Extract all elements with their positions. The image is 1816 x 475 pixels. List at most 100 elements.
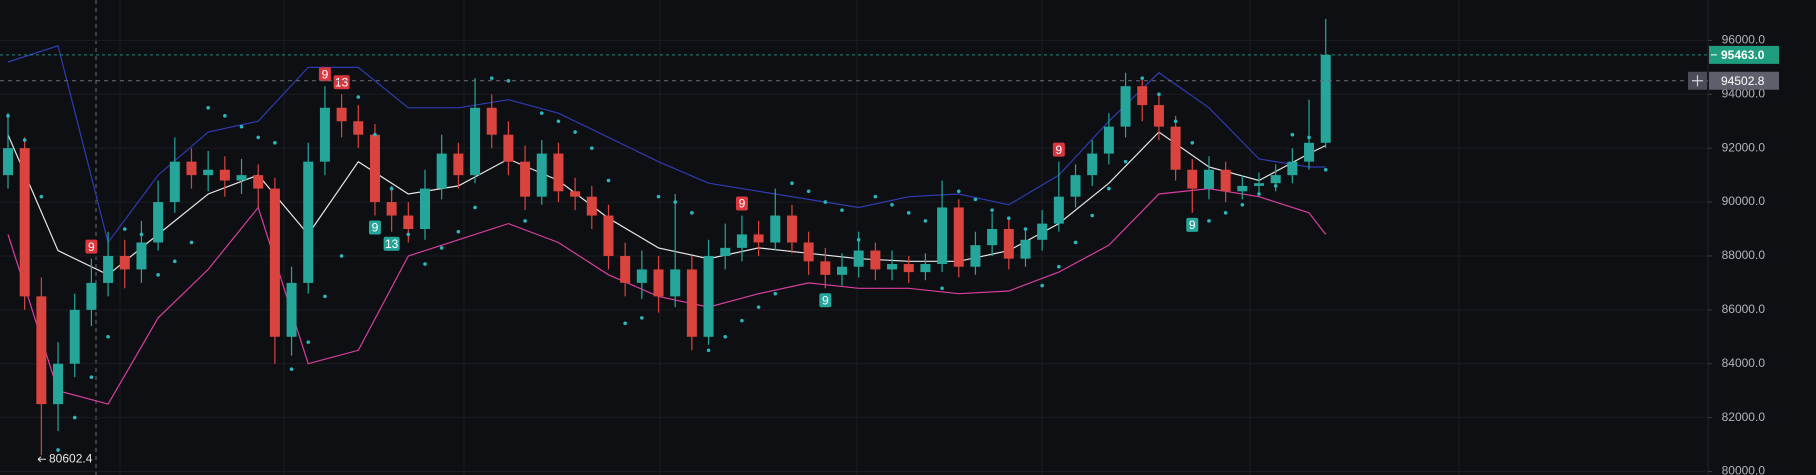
sar-dot <box>39 194 44 199</box>
candle-body <box>570 191 581 197</box>
y-tick-label: 86000.0 <box>1722 302 1766 316</box>
sar-dot <box>923 219 928 223</box>
td-badge <box>85 239 98 254</box>
candle-body <box>603 215 614 256</box>
sar-dot <box>1123 159 1128 164</box>
candle-body <box>53 363 64 405</box>
candle-body <box>753 234 764 243</box>
sar-dot <box>740 318 744 323</box>
y-tick-label: 94000.0 <box>1722 86 1766 100</box>
candle-body <box>1120 86 1131 127</box>
sar-dot <box>1223 211 1228 215</box>
candle-body <box>903 264 914 273</box>
candle-body <box>1003 229 1014 259</box>
candle-body <box>636 269 647 283</box>
td-count: 9 <box>739 197 746 211</box>
sar-dot <box>489 76 494 80</box>
td-badge <box>1186 217 1199 232</box>
y-tick-label: 88000.0 <box>1722 248 1766 262</box>
sar-dot <box>1290 132 1295 137</box>
candle-body <box>1320 54 1331 143</box>
td-badge <box>819 293 832 308</box>
candle-body <box>153 202 164 243</box>
td-badge <box>333 75 350 90</box>
candle-body <box>136 242 147 270</box>
sar-dot <box>1307 135 1311 140</box>
candle-body <box>970 245 981 267</box>
sar-dot <box>756 305 761 309</box>
sar-dot <box>1040 283 1044 288</box>
candle-body <box>653 269 664 297</box>
candle-body <box>853 250 864 267</box>
candle-body <box>319 107 330 162</box>
sar-dot <box>573 130 577 134</box>
candle-body <box>1103 126 1114 154</box>
candle-body <box>987 229 998 246</box>
candle-body <box>1270 175 1281 184</box>
sar-dot <box>239 124 244 129</box>
candle-body <box>703 255 714 337</box>
td-count: 9 <box>822 293 829 307</box>
candle-body <box>1237 185 1248 192</box>
sar-dot <box>439 246 444 250</box>
sar-dot <box>156 273 160 277</box>
sar-dot <box>473 205 477 210</box>
sar-dot <box>456 229 461 234</box>
sar-dot <box>623 321 627 326</box>
candle-body <box>1203 169 1214 189</box>
sar-dot <box>289 367 294 371</box>
candle-body <box>86 282 97 310</box>
candle-body <box>720 247 731 256</box>
candle-body <box>937 207 948 265</box>
band-line <box>7 131 1326 276</box>
plus-icon <box>1692 75 1703 87</box>
sar-dot <box>606 178 611 183</box>
sar-dot <box>56 448 60 452</box>
candle-body <box>670 269 681 297</box>
td-count: 13 <box>335 75 349 89</box>
sar-dot <box>1073 240 1078 245</box>
candle-body <box>186 161 197 176</box>
band-line <box>7 187 1327 405</box>
candle-body <box>436 153 447 189</box>
candle-body <box>203 169 214 176</box>
candle-body <box>470 107 481 176</box>
candle-body <box>770 215 781 243</box>
candle-body <box>1304 142 1315 162</box>
candle-body <box>920 264 931 273</box>
candle-body <box>420 188 430 230</box>
candle-body <box>520 161 531 197</box>
candle-body <box>119 255 130 270</box>
sar-dot <box>940 286 944 291</box>
sar-dot <box>890 202 894 207</box>
sar-dot <box>22 138 27 142</box>
sar-dot <box>1090 213 1094 218</box>
sar-dot <box>990 208 994 212</box>
band-line <box>7 45 1326 244</box>
td-badge <box>383 236 400 251</box>
y-tick-label: 80000.0 <box>1722 464 1766 475</box>
candle-body <box>69 309 80 364</box>
sar-dot <box>906 211 911 215</box>
sar-dot <box>122 227 127 231</box>
crosshair-price-label: 94502.8 <box>1721 74 1765 88</box>
sar-dot <box>206 105 210 110</box>
td-badge <box>318 67 331 82</box>
y-tick-label: 96000.0 <box>1722 33 1766 47</box>
candle-body <box>36 296 47 405</box>
sar-dot <box>423 262 427 266</box>
candle-body <box>236 175 247 181</box>
sar-dot <box>356 95 361 99</box>
sar-dot <box>1207 219 1211 223</box>
sar-dot <box>1173 119 1178 124</box>
sar-dot <box>506 79 511 83</box>
candle-body <box>820 261 831 275</box>
candle-body <box>336 107 347 122</box>
candle-body <box>1070 175 1081 197</box>
sar-dot <box>1157 92 1161 97</box>
td-count: 9 <box>1189 218 1196 232</box>
candle-body <box>386 202 397 216</box>
sar-dot <box>823 200 828 204</box>
sar-dot <box>339 254 344 258</box>
